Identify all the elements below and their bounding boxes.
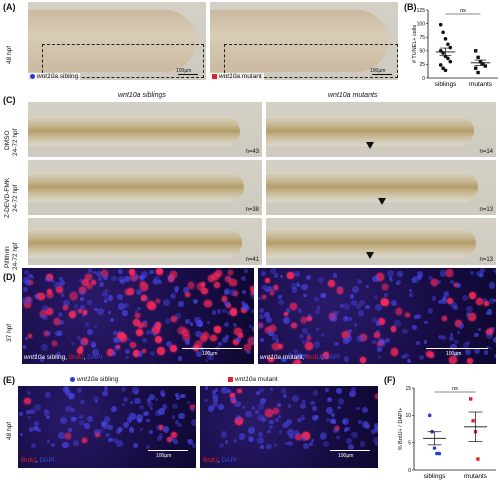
panel-e-scale-left: 100µm <box>156 453 172 459</box>
panel-c-row3-stage: 24-72 hpf <box>12 242 19 270</box>
data-point-siblings <box>437 451 442 456</box>
sibling-marker-icon <box>30 73 35 79</box>
panel-c-row1-stage: 24-72 hpf <box>12 128 19 156</box>
panel-d-sibling-caption: wnt10a sibling, BrdU, DAPI <box>24 354 103 361</box>
panel-c-row3-sibling-image: n=41 <box>28 218 262 265</box>
y-tick-label: 100 <box>417 21 426 27</box>
y-axis-label: # TUNEL+ cells <box>412 25 418 64</box>
data-point-siblings <box>441 66 445 71</box>
y-tick-label: 10 <box>405 413 411 419</box>
panel-c-row2-sibling-image: n=38 <box>28 160 262 215</box>
y-tick-label: 50 <box>419 49 425 55</box>
panel-d-sibling-image: 100µm <box>22 268 254 364</box>
panel-c-row1-n-sibling: n=43 <box>245 149 259 155</box>
panel-d-mutant-caption: wnt10a mutant, BrdU, DAPI <box>260 354 340 361</box>
panel-e-scale-right: 100µm <box>338 453 354 459</box>
panel-c-row2-n-sibling: n=38 <box>245 207 259 213</box>
panel-c-row1-label: DMSO <box>4 130 11 151</box>
phenotype-arrow-icon <box>378 198 386 205</box>
panel-label-f: (F) <box>384 375 396 385</box>
data-point-siblings <box>441 30 445 35</box>
panel-label-d: (D) <box>3 272 16 282</box>
panel-c-col-mutants: wnt10a mutants <box>328 92 378 99</box>
panel-c-row2-stage: 24-72 hpf <box>12 184 19 212</box>
y-tick-label: 0 <box>408 468 411 474</box>
panel-label-c: (C) <box>3 95 16 105</box>
category-label-mutants: mutants <box>464 473 488 480</box>
y-tick-label: 15 <box>405 386 411 392</box>
data-point-siblings <box>438 22 443 27</box>
data-point-siblings <box>438 63 443 67</box>
data-point-mutants <box>476 70 480 75</box>
data-point-siblings <box>443 37 448 41</box>
significance-label: ns <box>460 8 466 14</box>
y-tick-label: 0 <box>422 76 425 82</box>
panel-e-sibling-stain: BrdU, DAPI <box>21 457 55 464</box>
panel-a-stage-label: 48 hpf <box>6 45 13 64</box>
data-point-siblings <box>432 446 437 450</box>
y-tick-label: 5 <box>408 440 411 446</box>
panel-label-a: (A) <box>3 2 16 12</box>
data-point-mutants <box>483 64 487 68</box>
panel-c-row2-label: Z-DEVD-FMK <box>4 177 11 218</box>
panel-a-mutant-image: 100µm <box>210 2 398 80</box>
data-point-siblings <box>443 68 448 73</box>
mutant-marker-icon <box>212 73 217 79</box>
mutant-marker-icon <box>228 376 233 382</box>
category-label-siblings: siblings <box>424 473 446 480</box>
category-label-mutants: mutants <box>469 81 493 88</box>
panel-label-e: (E) <box>3 375 15 385</box>
y-axis-label: % BrdU+ / DAPI+ <box>398 408 404 451</box>
data-point-siblings <box>443 54 448 59</box>
y-tick-label: 25 <box>419 62 425 68</box>
panel-c-row3-mutant-image: n=13 <box>266 218 496 265</box>
data-point-mutants <box>474 49 478 53</box>
category-label-siblings: siblings <box>435 81 457 88</box>
panel-d-scale-right: 100µm <box>446 351 462 357</box>
panel-a-sibling-caption: wnt10a sibling <box>28 73 81 80</box>
panel-e-sibling-caption: wnt10a sibling <box>70 376 118 383</box>
panel-a-scale-left: 100µm <box>176 68 192 74</box>
panel-c-col-siblings: wnt10a siblings <box>118 92 166 99</box>
panel-label-b: (B) <box>404 2 417 12</box>
significance-label: ns <box>452 386 458 392</box>
data-point-siblings <box>448 59 453 64</box>
phenotype-arrow-icon <box>366 142 374 149</box>
data-point-mutants <box>471 419 475 423</box>
panel-a-scale-right: 100µm <box>370 68 386 74</box>
data-point-siblings <box>446 42 450 47</box>
panel-c-row2-n-mutant: n=13 <box>479 207 493 213</box>
panel-c-row1-sibling-image: n=43 <box>28 102 262 157</box>
data-point-mutants <box>474 66 478 70</box>
phenotype-arrow-icon <box>366 252 374 259</box>
data-point-siblings <box>448 45 453 50</box>
sibling-marker-icon <box>70 376 75 382</box>
panel-c-row3-n-sibling: n=41 <box>245 257 259 263</box>
panel-d-mutant-image: 100µm <box>258 268 496 364</box>
panel-f-brdu-chart: 0 5 10 15 % BrdU+ / DAPI+ siblings mutants ns <box>398 386 496 480</box>
y-tick-label: 75 <box>419 35 425 41</box>
panel-c-row3-label: Pifithrin <box>4 246 11 268</box>
data-point-mutants <box>476 55 480 60</box>
panel-b-tunel-chart: 0 25 50 75 100 125 # TUNEL+ cells siblings mutan… <box>412 8 498 88</box>
panel-c-row1-n-mutant: n=14 <box>479 149 493 155</box>
panel-e-stage-label: 48 hpf <box>6 421 13 440</box>
panel-d-scale-left: 100µm <box>202 351 218 357</box>
panel-e-mutant-stain: BrdU, DAPI <box>203 457 237 464</box>
panel-d-stage-label: 37 hpf <box>6 323 13 342</box>
panel-a-mutant-caption: wnt10a mutant <box>210 73 264 80</box>
panel-c-row3-n-mutant: n=13 <box>479 257 493 263</box>
data-point-siblings <box>427 413 432 418</box>
panel-a-sibling-image: 100µm <box>28 2 206 80</box>
data-point-mutants <box>469 397 473 401</box>
panel-e-mutant-image: 100µm BrdU, DAPI <box>200 386 378 468</box>
data-point-siblings <box>446 56 450 61</box>
data-point-mutants <box>481 62 485 66</box>
panel-c-row1-mutant-image: n=14 <box>266 102 496 157</box>
panel-e-sibling-image: 100µm BrdU, DAPI <box>18 386 196 468</box>
panel-c-row2-mutant-image: n=13 <box>266 160 496 215</box>
data-point-mutants <box>476 457 480 461</box>
y-tick-label: 125 <box>417 8 426 14</box>
panel-e-mutant-caption: wnt10a mutant <box>228 376 278 383</box>
